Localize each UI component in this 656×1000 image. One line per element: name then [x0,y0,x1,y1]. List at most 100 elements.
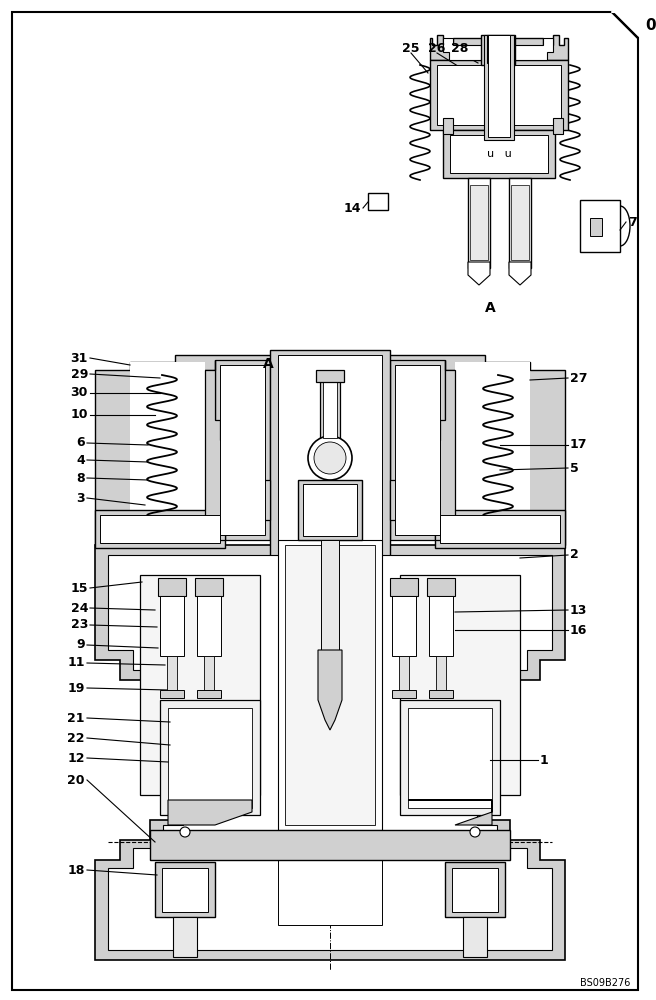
Bar [160,690,184,698]
Bar [173,917,197,957]
Bar [400,700,500,815]
Bar [427,578,455,596]
Text: 14: 14 [344,202,361,215]
Bar [484,35,514,140]
Bar [437,65,561,125]
Bar [175,355,485,370]
Text: 6: 6 [76,436,85,450]
Bar [167,656,177,696]
Polygon shape [95,545,565,960]
Text: 11: 11 [68,656,85,670]
Polygon shape [612,12,638,38]
Bar [435,510,565,548]
Bar [511,185,529,260]
Polygon shape [318,650,342,730]
Bar [445,862,505,917]
Bar [270,350,390,930]
Bar [452,868,498,912]
Bar [160,700,260,815]
Bar [392,690,416,698]
Bar [408,708,492,808]
Bar [323,378,337,438]
Bar [443,130,555,178]
Text: 31: 31 [71,352,88,364]
Bar [468,178,490,268]
Polygon shape [12,12,638,990]
Bar [429,596,453,656]
Bar [509,178,531,268]
Bar [481,35,515,65]
Text: A: A [485,301,495,315]
Text: 4: 4 [76,454,85,466]
Text: 30: 30 [71,386,88,399]
Text: 3: 3 [76,491,85,504]
Text: 17: 17 [570,438,588,452]
Polygon shape [408,800,492,825]
Polygon shape [390,360,455,540]
Polygon shape [205,360,270,540]
Bar [220,365,265,535]
Bar [160,596,184,656]
Bar [392,596,416,656]
Bar [162,868,208,912]
Bar [488,35,510,137]
Text: 29: 29 [71,367,88,380]
Bar [158,578,186,596]
Text: 10: 10 [70,408,88,422]
Text: 8: 8 [76,472,85,485]
Text: 25: 25 [402,41,420,54]
Bar [197,690,221,698]
Circle shape [180,827,190,837]
Bar [487,35,509,63]
Text: 9: 9 [76,639,85,652]
Bar [399,656,409,696]
Bar [278,540,382,830]
Text: 23: 23 [71,618,88,632]
Text: 0: 0 [645,18,655,33]
Bar [320,375,340,440]
Bar [430,60,568,130]
Bar [470,185,488,260]
Polygon shape [168,800,252,825]
Text: BS09B276: BS09B276 [580,978,630,988]
Text: 21: 21 [68,712,85,724]
Bar [215,360,270,540]
Bar [95,510,225,548]
Text: 28: 28 [451,41,468,54]
Text: 18: 18 [68,863,85,876]
Text: 22: 22 [68,732,85,744]
Bar [130,362,205,540]
Bar [204,656,214,696]
Text: 1: 1 [540,754,549,766]
Bar [168,708,252,808]
Text: 15: 15 [70,582,88,594]
Bar [443,118,453,134]
Text: A: A [263,357,274,371]
Bar [400,575,520,795]
Bar [553,118,563,134]
Circle shape [314,442,346,474]
Bar [298,480,362,540]
Text: 26: 26 [428,41,445,54]
Bar [321,540,339,655]
Polygon shape [445,360,565,545]
Bar [440,515,560,543]
Bar [195,578,223,596]
Bar [390,578,418,596]
Text: 19: 19 [68,682,85,694]
Polygon shape [430,35,568,60]
Bar [303,484,357,536]
Bar [285,545,375,825]
Text: 13: 13 [570,603,587,616]
Text: 12: 12 [68,752,85,764]
Bar [197,596,221,656]
Bar [155,862,215,917]
Bar [436,656,446,696]
Bar [150,830,510,860]
Bar [100,515,220,543]
Text: u   u: u u [487,149,512,159]
Circle shape [308,436,352,480]
Bar [450,135,548,173]
Text: 16: 16 [570,624,587,637]
Bar [140,575,260,795]
